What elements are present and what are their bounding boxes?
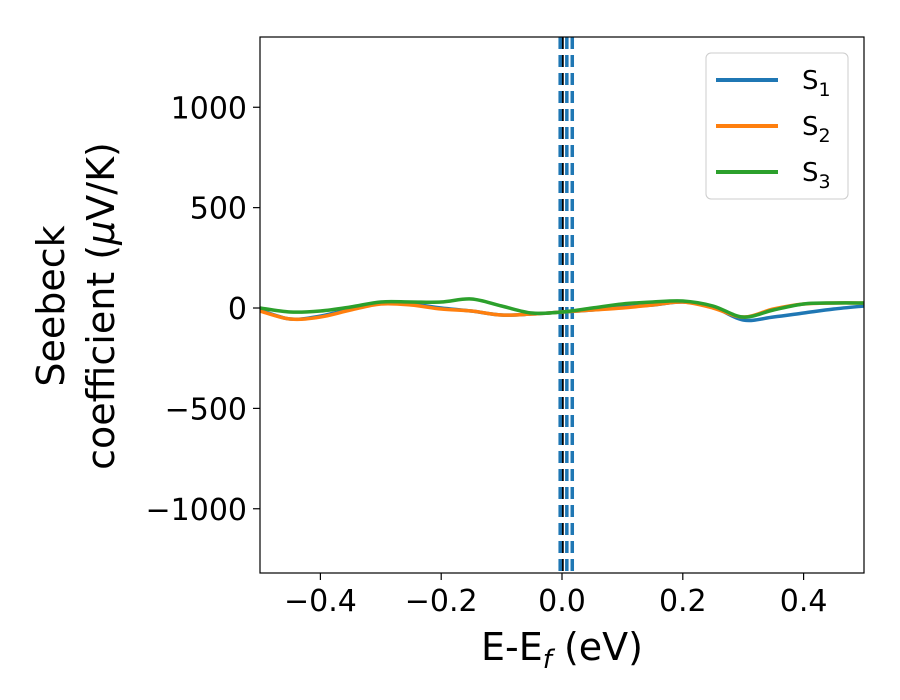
y-tick-label: −500 [165,392,247,427]
y-tick-label: 1000 [171,91,247,126]
y-axis-title-word: coefficient ( [79,245,123,470]
plot-area [260,37,864,573]
y-axis: −1000 −500 0 500 1000 [146,91,260,528]
y-axis-title-unit: V/K) [79,142,123,221]
y-tick-label: −1000 [146,493,247,528]
x-tick-label: 0.0 [538,584,586,619]
x-tick-label: −0.2 [405,584,478,619]
legend-label-2: S2 [802,112,831,147]
x-axis-title-unit: (eV) [552,625,643,669]
x-axis: −0.4 −0.2 0.0 0.2 0.4 [284,573,827,619]
y-axis-title-line2: coefficient (μV/K) [79,142,123,470]
y-tick-label: 0 [228,292,247,327]
x-tick-label: −0.4 [284,584,357,619]
y-tick-label: 500 [190,192,247,227]
x-axis-title: E-Ef (eV) [481,625,643,675]
legend: S1 S2 S3 [705,52,849,200]
legend-label-3: S3 [802,158,831,193]
x-axis-title-main: E-E [481,625,543,669]
y-axis-title-line1: Seebeck [29,225,73,386]
x-tick-label: 0.2 [659,584,707,619]
y-axis-title-mu: μ [79,221,123,246]
x-tick-label: 0.4 [780,584,828,619]
series-line-3 [260,297,864,319]
legend-label-1: S1 [802,66,831,101]
